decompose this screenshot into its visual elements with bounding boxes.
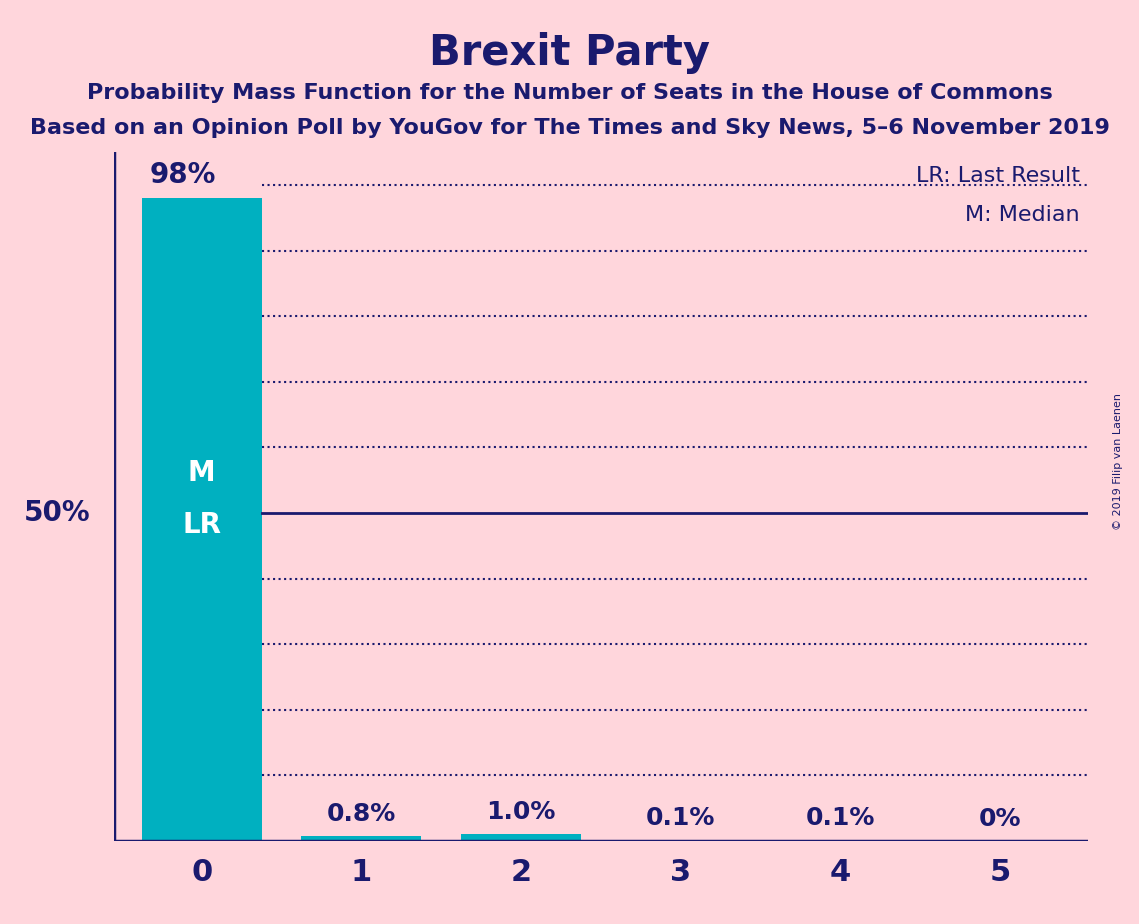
Text: LR: Last Result: LR: Last Result — [916, 165, 1080, 186]
Text: Based on an Opinion Poll by YouGov for The Times and Sky News, 5–6 November 2019: Based on an Opinion Poll by YouGov for T… — [30, 118, 1109, 139]
Bar — [302, 835, 421, 841]
Text: M: M — [188, 459, 215, 487]
Text: © 2019 Filip van Laenen: © 2019 Filip van Laenen — [1114, 394, 1123, 530]
Text: LR: LR — [182, 511, 221, 540]
Text: M: Median: M: Median — [965, 205, 1080, 225]
Text: 1.0%: 1.0% — [486, 800, 556, 824]
Text: 50%: 50% — [23, 499, 90, 527]
Bar — [461, 834, 581, 841]
Text: 0.1%: 0.1% — [805, 807, 875, 831]
Text: Probability Mass Function for the Number of Seats in the House of Commons: Probability Mass Function for the Number… — [87, 83, 1052, 103]
Bar — [142, 199, 262, 841]
Text: 0.8%: 0.8% — [327, 802, 396, 826]
Text: 0%: 0% — [978, 807, 1022, 831]
Text: Brexit Party: Brexit Party — [429, 32, 710, 74]
Text: 0.1%: 0.1% — [646, 807, 715, 831]
Text: 98%: 98% — [150, 161, 216, 188]
